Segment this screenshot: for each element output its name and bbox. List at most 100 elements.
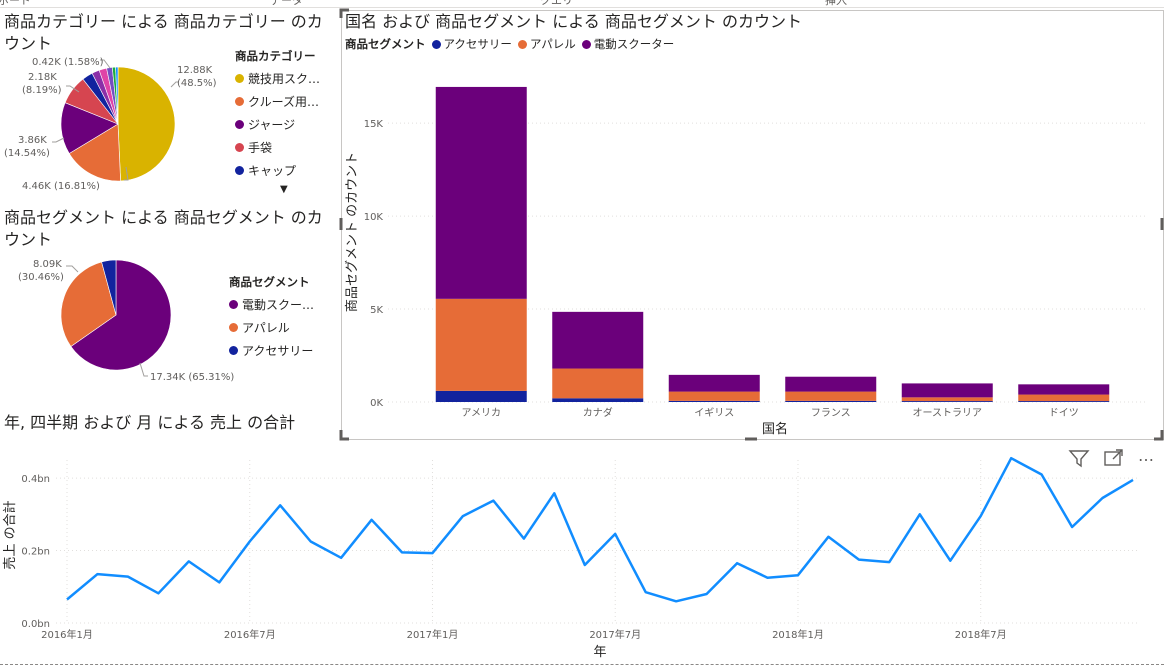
bar-chart-title: 国名 および 商品セグメント による 商品セグメント のカウント [345, 12, 802, 31]
sales-line-series[interactable] [66, 456, 1134, 603]
legend-label: アパレル [529, 37, 576, 51]
legend-title: 商品カテゴリー [235, 49, 316, 63]
pie1-leader-line [170, 81, 178, 88]
bar-segment[interactable] [1018, 401, 1110, 402]
pie1-leader-line [66, 85, 80, 93]
legend-dot [229, 300, 238, 309]
more-options-icon[interactable]: … [1138, 446, 1155, 465]
legend-label: アクセサリー [443, 37, 512, 51]
bar-segment[interactable] [785, 400, 877, 402]
bar-segment[interactable] [668, 374, 760, 392]
tab-data[interactable]: データ [270, 0, 303, 7]
bar-segment[interactable] [901, 397, 993, 402]
bar-segment[interactable] [668, 400, 760, 402]
bar-segment[interactable] [785, 376, 877, 392]
line-x-tick-label: 2017年1月 [407, 628, 459, 641]
pie2-slice-2[interactable] [101, 259, 117, 316]
legend-label: アクセサリー [242, 344, 314, 358]
legend-label: 電動スクーター [593, 37, 675, 51]
legend-dot [581, 39, 591, 49]
pie1-leader-line [124, 166, 129, 181]
pie2-label-b: 17.34K (65.31%) [150, 372, 234, 383]
bar-x-tick-label: フランス [811, 407, 851, 419]
legend-item[interactable]: 競技用スク… [235, 67, 335, 90]
pie2-slice-0[interactable] [70, 259, 172, 371]
bar-segment[interactable] [552, 398, 644, 402]
legend-label: 手袋 [248, 141, 273, 155]
tab-board[interactable]: ボード [0, 0, 31, 7]
legend-item[interactable]: 電動スクー… [229, 293, 329, 316]
legend-item[interactable]: アクセサリー [431, 36, 512, 52]
filter-icon[interactable] [1068, 448, 1090, 468]
bar-y-axis-title: 商品セグメント のカウント [345, 152, 360, 312]
pie1-slice-0[interactable] [117, 66, 176, 182]
line-x-tick-label: 2016年1月 [41, 628, 93, 641]
pie1-slice-9[interactable] [115, 66, 119, 125]
bar-segment[interactable] [901, 383, 993, 398]
legend-dot [235, 143, 244, 152]
bar-segment[interactable] [552, 311, 644, 369]
bar-segment[interactable] [1018, 384, 1110, 395]
pie1-label-s1: 12.88K [177, 65, 213, 76]
bar-segment[interactable] [435, 390, 527, 402]
legend-scroll-down-icon[interactable]: ▼ [280, 184, 288, 195]
tab-query[interactable]: クエリ [540, 0, 573, 7]
pie2-leader-line [139, 362, 148, 377]
bar-segment[interactable] [901, 401, 993, 402]
canvas-bottom-divider [0, 664, 1164, 665]
bar-x-tick-label: オーストラリア [913, 407, 983, 419]
legend-item[interactable]: アクセサリー [229, 339, 329, 362]
line-x-tick-label: 2018年1月 [772, 628, 824, 641]
pie2-slice-1[interactable] [60, 261, 117, 347]
legend-title: 商品セグメント [345, 37, 426, 51]
line-y-tick-label: 0.2bn [21, 547, 50, 558]
bar-x-tick-label: イギリス [694, 407, 734, 419]
bar-segment[interactable] [552, 368, 644, 399]
segment-pie-chart[interactable]: 8.09K (30.46%) 17.34K (65.31%) [0, 250, 330, 390]
category-pie-title: 商品カテゴリー による 商品カテゴリー のカウント [4, 12, 323, 53]
bar-y-tick-label: 5K [370, 305, 383, 316]
legend-item[interactable]: アパレル [229, 316, 329, 339]
pie2-label-a: 8.09K [33, 259, 62, 270]
pie1-slice-1[interactable] [68, 123, 121, 182]
category-pie-chart[interactable]: 12.88K (48.5%) 4.46K (16.81%) 3.86K (14.… [0, 56, 340, 246]
bar-x-tick-label: カナダ [583, 406, 613, 419]
legend-item[interactable]: 手袋 [235, 136, 335, 159]
bar-segment[interactable] [1018, 394, 1110, 402]
bar-y-tick-label: 0K [370, 398, 383, 409]
legend-dot [517, 39, 527, 49]
tab-insert[interactable]: 挿入 [825, 0, 847, 7]
legend-item[interactable]: クルーズ用… [235, 90, 335, 113]
pie1-label-s3-pct: (14.54%) [4, 148, 50, 159]
legend-item[interactable]: キャップ [235, 159, 335, 182]
segment-pie-title: 商品セグメント による 商品セグメント のカウント [4, 208, 323, 249]
pie1-label-s4-pct: (8.19%) [22, 85, 62, 96]
top-tab-strip: ボード データ クエリ 挿入 [0, 0, 1164, 8]
bar-y-tick-label: 10K [364, 212, 384, 223]
legend-item[interactable]: ジャージ [235, 113, 335, 136]
bar-x-tick-label: アメリカ [462, 407, 502, 419]
line-x-tick-label: 2016年7月 [224, 628, 276, 641]
focus-mode-icon[interactable] [1103, 448, 1125, 468]
legend-item[interactable]: 電動スクーター [581, 36, 675, 52]
legend-item[interactable]: アパレル [517, 36, 576, 52]
bar-segment[interactable] [435, 298, 527, 391]
bar-chart-legend: 商品セグメント アクセサリー アパレル 電動スクーター [345, 36, 674, 52]
legend-label: 競技用スク… [248, 72, 321, 86]
bar-segment[interactable] [785, 391, 877, 401]
pie2-leader-line [66, 265, 79, 273]
legend-dot [235, 97, 244, 106]
legend-dot [235, 120, 244, 129]
bar-segment[interactable] [435, 86, 527, 299]
legend-title: 商品セグメント [229, 275, 310, 289]
pie1-leader-line [100, 59, 111, 69]
line-y-tick-label: 0.4bn [21, 474, 50, 485]
bar-segment[interactable] [668, 391, 760, 401]
pie1-label-s4: 2.18K [28, 72, 57, 83]
legend-label: 電動スクー… [242, 298, 315, 312]
pie1-slice-2[interactable] [60, 102, 119, 154]
line-x-tick-label: 2017年7月 [589, 628, 641, 641]
legend-dot [235, 166, 244, 175]
